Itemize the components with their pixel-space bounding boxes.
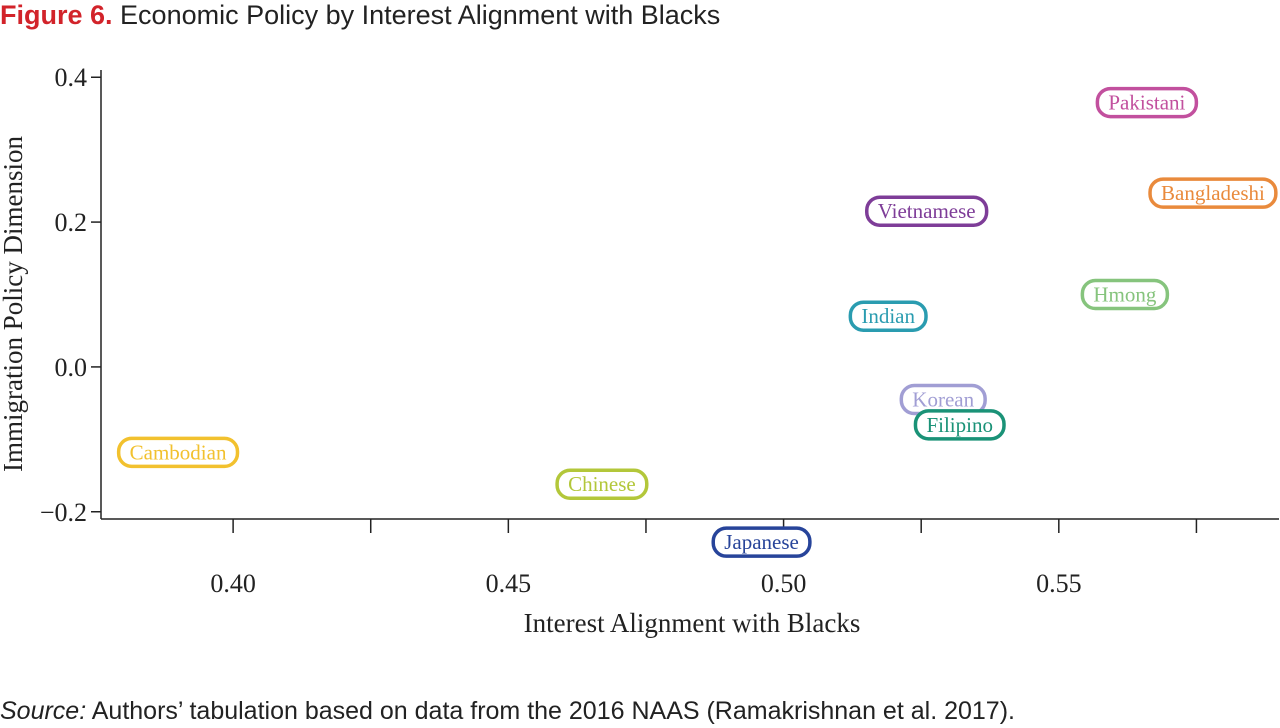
figure-title: Figure 6. Economic Policy by Interest Al…	[0, 0, 720, 31]
x-tick-label: 0.40	[210, 569, 256, 598]
point-label: Chinese	[568, 472, 636, 496]
point-label: Japanese	[724, 530, 799, 554]
data-point-hmong: Hmong	[1080, 278, 1170, 311]
axes: 0.4 0.2 0.0 −0.2 0.40 0.45 0.50 0.55	[40, 63, 1279, 598]
source-text: Authors’ tabulation based on data from t…	[86, 697, 1015, 725]
data-point-vietnamese: Vietnamese	[865, 195, 989, 227]
figure-number: Figure 6.	[0, 0, 113, 30]
data-point-bangladeshi: Bangladeshi	[1148, 177, 1278, 209]
point-label: Vietnamese	[878, 199, 976, 223]
point-label-box	[1095, 86, 1199, 119]
point-label-box	[1080, 278, 1170, 311]
data-point-filipino: Filipino	[913, 409, 1006, 441]
x-axis-label: Interest Alignment with Blacks	[524, 608, 861, 638]
x-tick-label: 0.45	[486, 569, 532, 598]
point-label-box	[865, 195, 989, 227]
point-label: Bangladeshi	[1161, 181, 1265, 205]
point-label: Korean	[912, 388, 974, 412]
y-tick-label: −0.2	[40, 498, 87, 527]
data-point-pakistani: Pakistani	[1095, 86, 1199, 119]
point-label-box	[555, 468, 649, 500]
y-tick-label: 0.2	[55, 208, 88, 237]
data-point-indian: Indian	[848, 300, 928, 332]
source-note: Source: Authors’ tabulation based on dat…	[0, 697, 1015, 726]
point-label: Hmong	[1093, 283, 1157, 307]
point-label-box	[848, 300, 928, 332]
point-label: Cambodian	[130, 440, 227, 464]
point-label-box	[711, 526, 812, 558]
x-tick-label: 0.55	[1036, 569, 1082, 598]
x-tick-label: 0.50	[761, 569, 807, 598]
point-label: Indian	[861, 304, 915, 328]
point-label-box	[116, 436, 240, 469]
figure-title-text: Economic Policy by Interest Alignment wi…	[120, 0, 721, 30]
point-label: Pakistani	[1108, 91, 1185, 115]
y-tick-label: 0.0	[55, 353, 88, 382]
point-label-box	[913, 409, 1006, 441]
y-tick-label: 0.4	[55, 63, 88, 92]
data-point-chinese: Chinese	[555, 468, 649, 500]
data-point-japanese: Japanese	[711, 526, 812, 558]
point-label-box	[1148, 177, 1278, 209]
y-axis-label: Immigration Policy Dimension	[0, 136, 28, 472]
data-point-cambodian: Cambodian	[116, 436, 240, 469]
point-label: Filipino	[926, 413, 993, 437]
source-label: Source:	[0, 697, 87, 725]
point-labels: Pakistani Bangladeshi Vietnamese Hmong India…	[116, 86, 1278, 558]
